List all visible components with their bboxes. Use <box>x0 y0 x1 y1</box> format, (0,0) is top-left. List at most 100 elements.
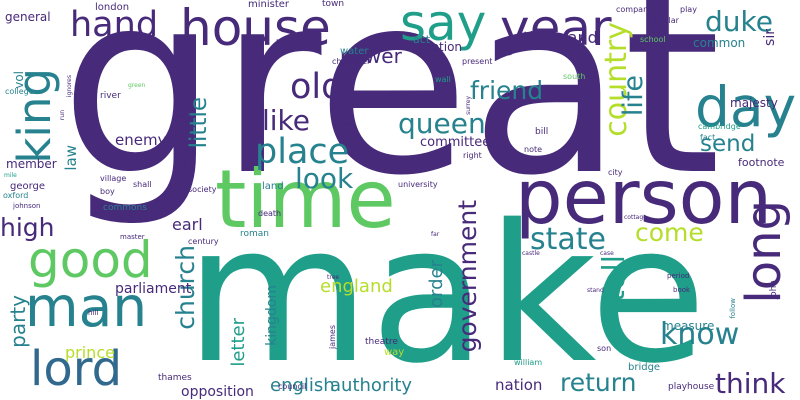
word-tree: tree <box>327 274 340 281</box>
word-follow: follow <box>729 298 737 319</box>
word-earl: earl <box>172 215 203 234</box>
word-great: great <box>60 0 722 230</box>
word-south: south <box>563 72 586 81</box>
word-road: road <box>182 157 190 173</box>
word-village: village <box>100 174 127 183</box>
word-kingdom: kingdom <box>264 285 280 346</box>
word-power: power <box>340 44 402 68</box>
word-party: party <box>6 295 30 348</box>
word-ignores: ignores <box>66 75 73 98</box>
word-playhouse: playhouse <box>668 382 715 392</box>
word-cottage: cottage <box>624 214 647 221</box>
word-government: government <box>453 200 482 353</box>
word-member: member <box>6 157 57 171</box>
word-english: english <box>270 375 335 396</box>
word-measure: measure <box>662 319 715 333</box>
word-order: order <box>426 260 447 308</box>
word-george: george <box>10 181 46 192</box>
word-death: death <box>258 209 282 218</box>
word-enemy: enemy <box>115 131 167 149</box>
word-river: river <box>100 91 121 101</box>
word-come: come <box>635 218 704 247</box>
word-green: green <box>128 82 146 89</box>
word-town: town <box>322 0 345 9</box>
word-high: high <box>0 213 55 242</box>
word-run: run <box>59 110 66 121</box>
word-think: think <box>715 367 786 400</box>
word-life: life <box>618 75 649 117</box>
word-college: college <box>5 87 34 96</box>
word-way: way <box>384 347 405 358</box>
word-company: company <box>616 5 653 14</box>
word-authority: authority <box>330 375 413 396</box>
word-say: say <box>400 0 487 52</box>
word-cambridge: cambridge <box>698 122 741 131</box>
word-look: look <box>295 162 354 195</box>
word-house: house <box>180 0 331 57</box>
word-general: general <box>5 10 51 24</box>
word-roman: roman <box>240 229 269 239</box>
word-fact: fact <box>700 133 716 142</box>
word-son: son <box>597 344 612 353</box>
word-boy: boy <box>100 187 115 196</box>
word-castle: castle <box>522 250 540 257</box>
word-footnote: footnote <box>738 156 785 169</box>
word-scholar: scholar <box>650 16 679 25</box>
word-common: common <box>693 36 746 50</box>
word-know: know <box>660 317 740 352</box>
word-law: law <box>62 145 80 171</box>
word-james: james <box>328 325 337 350</box>
word-old: old <box>290 67 344 107</box>
word-thousand: thousand <box>523 28 598 47</box>
word-hand: hand <box>70 5 159 45</box>
word-year: year <box>500 0 612 57</box>
word-johnson: johnson <box>13 202 41 210</box>
word-motion: motion <box>420 40 463 54</box>
word-thames: thames <box>158 373 192 383</box>
word-day: day <box>695 75 797 139</box>
word-state: state <box>530 222 606 257</box>
word-queen: queen <box>398 107 486 140</box>
word-minister: minister <box>248 0 290 10</box>
word-century: century <box>188 237 219 246</box>
word-master: master <box>120 233 145 241</box>
word-far: far <box>431 231 440 238</box>
word-character: character <box>332 57 371 66</box>
word-school: school <box>640 35 666 44</box>
word-surrey: surrey <box>465 96 472 115</box>
word-tell: tell <box>597 255 632 302</box>
word-little: little <box>186 97 212 149</box>
word-man: man <box>25 275 148 339</box>
word-city: city <box>608 168 623 177</box>
word-land: land <box>262 181 284 192</box>
word-shall: shall <box>133 180 152 189</box>
word-hold: hold <box>335 121 351 129</box>
word-letter: letter <box>228 318 249 367</box>
word-bill: bill <box>535 127 549 137</box>
word-point: point <box>173 112 191 120</box>
word-return: return <box>560 368 637 397</box>
word-right: right <box>463 151 482 160</box>
word-make: make <box>185 184 707 400</box>
word-theatre: theatre <box>365 337 398 347</box>
word-hill: hill <box>88 309 99 317</box>
word-mile: mile <box>4 172 17 179</box>
word-act: act <box>413 33 431 46</box>
word-good: good <box>28 231 153 289</box>
word-commons: commons <box>103 203 147 213</box>
word-like: like <box>262 104 311 137</box>
word-oxford: oxford <box>3 191 29 200</box>
word-iii: iii <box>156 40 162 47</box>
word-parliament: parliament <box>115 281 192 297</box>
word-long: long <box>736 200 792 304</box>
word-lord: lord <box>30 341 123 397</box>
word-present: present <box>462 57 493 66</box>
word-time: time <box>215 153 396 246</box>
word-case: case <box>600 250 614 257</box>
word-council: council <box>278 382 307 391</box>
word-england: england <box>320 276 393 297</box>
word-water: water <box>340 46 369 57</box>
word-society: society <box>188 185 217 194</box>
word-opposition: opposition <box>181 384 254 400</box>
